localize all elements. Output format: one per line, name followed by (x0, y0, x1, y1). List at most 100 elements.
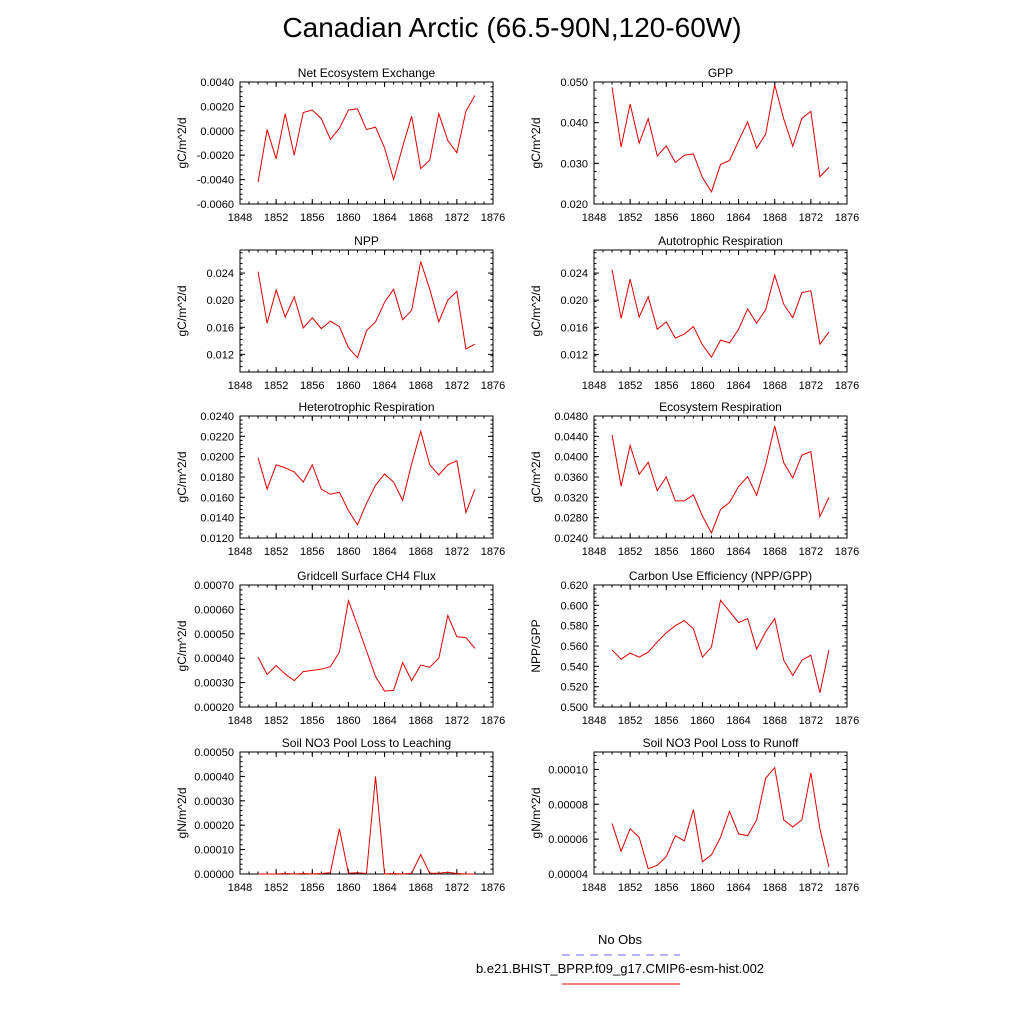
y-tick-label: 0.0240 (554, 533, 588, 545)
y-axis-label: gC/m^2/d (529, 286, 543, 337)
x-tick-label: 1852 (264, 212, 288, 224)
y-tick-label: 0.024 (560, 268, 588, 280)
x-tick-label: 1852 (264, 546, 288, 558)
y-tick-label: 0.020 (206, 295, 234, 307)
panel-title: Net Ecosystem Exchange (298, 66, 436, 80)
y-axis-label: gC/m^2/d (175, 286, 189, 337)
y-tick-label: 0.00010 (548, 764, 588, 776)
x-tick-label: 1872 (445, 546, 469, 558)
y-tick-label: 0.00030 (194, 678, 234, 690)
x-tick-label: 1856 (654, 546, 678, 558)
panel-2: GPP gC/m^2/d 1848 1852 1856 1860 1864 1868 1872 1… (529, 66, 859, 224)
x-tick-label: 1852 (618, 882, 642, 894)
x-tick-label: 1868 (762, 212, 786, 224)
legend-model-label: b.e21.BHIST_BPRP.f09_g17.CMIP6-esm-hist.… (475, 961, 765, 976)
y-tick-label: 0.012 (560, 349, 588, 361)
x-tick-label: 1856 (654, 380, 678, 392)
panel-title: Carbon Use Efficiency (NPP/GPP) (629, 569, 812, 583)
panel-4: Autotrophic Respiration gC/m^2/d 1848 1852 1… (529, 234, 859, 392)
y-tick-label: 0.00060 (194, 604, 234, 616)
plot-frame (239, 415, 494, 539)
y-tick-label: 0.00020 (194, 820, 234, 832)
x-tick-label: 1860 (336, 380, 360, 392)
y-tick-label: 0.012 (206, 349, 234, 361)
x-tick-label: 1872 (799, 546, 823, 558)
x-tick-label: 1872 (799, 380, 823, 392)
y-tick-label: 0.00006 (548, 834, 588, 846)
y-tick-label: 0.0120 (200, 533, 234, 545)
y-tick-label: 0.016 (206, 322, 234, 334)
plot-frame (593, 81, 848, 205)
y-tick-label: 0.0480 (554, 411, 588, 423)
x-tick-label: 1868 (408, 212, 432, 224)
x-tick-label: 1872 (799, 212, 823, 224)
panel-10: Soil NO3 Pool Loss to Runoff gN/m^2/d 1848… (529, 736, 859, 894)
panel-title: Ecosystem Respiration (659, 400, 782, 414)
x-tick-label: 1872 (445, 380, 469, 392)
y-tick-label: 0.00070 (194, 580, 234, 592)
x-tick-label: 1860 (336, 212, 360, 224)
x-tick-label: 1868 (762, 882, 786, 894)
y-axis-label: gC/m^2/d (175, 118, 189, 169)
y-tick-label: -0.0020 (197, 150, 234, 162)
y-tick-label: 0.00040 (194, 653, 234, 665)
y-tick-label: -0.0060 (197, 199, 234, 211)
x-tick-label: 1864 (726, 715, 750, 727)
x-tick-label: 1876 (481, 380, 505, 392)
y-tick-label: 0.0000 (200, 126, 234, 138)
plot-frame (593, 249, 848, 373)
y-tick-label: 0.00010 (194, 845, 234, 857)
plot-frame (239, 751, 494, 875)
x-tick-label: 1848 (582, 212, 606, 224)
series-line (611, 599, 830, 693)
panel-title: Soil NO3 Pool Loss to Runoff (643, 736, 800, 750)
panel-title: Heterotrophic Respiration (298, 400, 434, 414)
x-tick-label: 1856 (300, 715, 324, 727)
y-tick-label: 0.040 (560, 118, 588, 130)
y-tick-label: 0.050 (560, 77, 588, 89)
x-tick-label: 1864 (372, 212, 396, 224)
y-tick-label: 0.0200 (200, 452, 234, 464)
y-tick-label: 0.0280 (554, 513, 588, 525)
series-line (611, 269, 830, 359)
x-tick-label: 1864 (372, 882, 396, 894)
x-tick-label: 1868 (408, 882, 432, 894)
x-tick-label: 1860 (690, 380, 714, 392)
x-tick-label: 1868 (408, 715, 432, 727)
x-tick-label: 1872 (799, 715, 823, 727)
x-tick-label: 1848 (228, 546, 252, 558)
panel-title: GPP (708, 66, 733, 80)
x-tick-label: 1860 (690, 546, 714, 558)
y-tick-label: 0.0140 (200, 513, 234, 525)
x-tick-label: 1856 (654, 715, 678, 727)
y-axis-label: gC/m^2/d (529, 452, 543, 503)
x-tick-label: 1868 (762, 380, 786, 392)
y-tick-label: 0.0360 (554, 472, 588, 484)
y-tick-label: 0.0020 (200, 101, 234, 113)
x-tick-label: 1852 (264, 380, 288, 392)
plot-frame (593, 584, 848, 708)
x-tick-label: 1860 (690, 212, 714, 224)
y-tick-label: 0.00008 (548, 799, 588, 811)
y-tick-label: 0.016 (560, 322, 588, 334)
series-line (611, 426, 830, 535)
plot-frame (239, 584, 494, 708)
y-axis-label: gN/m^2/d (175, 788, 189, 839)
x-tick-label: 1876 (481, 212, 505, 224)
y-tick-label: 0.00030 (194, 796, 234, 808)
y-tick-label: 0.0400 (554, 452, 588, 464)
x-tick-label: 1876 (835, 546, 859, 558)
series-line (258, 776, 475, 875)
x-tick-label: 1848 (582, 546, 606, 558)
x-tick-label: 1848 (582, 380, 606, 392)
series-line (257, 95, 476, 183)
x-tick-label: 1852 (618, 380, 642, 392)
plot-frame (593, 751, 848, 875)
x-tick-label: 1856 (654, 882, 678, 894)
x-tick-label: 1852 (618, 546, 642, 558)
x-tick-label: 1848 (228, 882, 252, 894)
y-axis-label: gC/m^2/d (175, 621, 189, 672)
x-tick-label: 1860 (336, 882, 360, 894)
x-tick-label: 1848 (228, 212, 252, 224)
series-line (611, 766, 830, 870)
